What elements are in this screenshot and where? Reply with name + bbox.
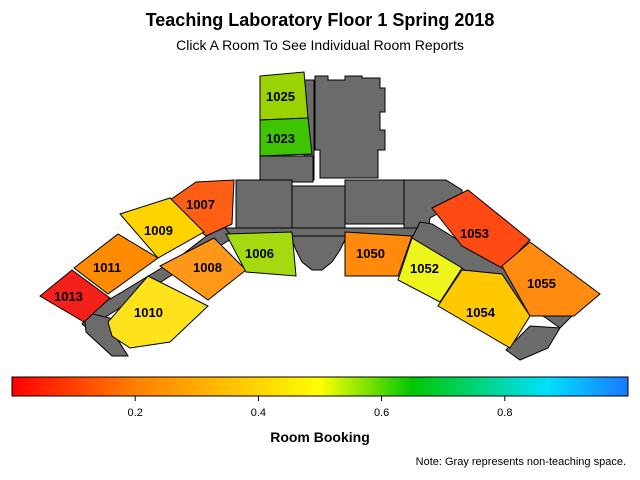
legend: 0.2 0.4 0.6 0.8 Room Booking [11, 376, 629, 445]
room-1011[interactable] [73, 233, 159, 295]
room-1055[interactable] [501, 241, 601, 317]
room-1009[interactable] [119, 197, 205, 259]
room-1023[interactable] [259, 117, 313, 157]
legend-tick-label: 0.6 [374, 407, 389, 419]
page-title: Teaching Laboratory Floor 1 Spring 2018 [145, 10, 495, 30]
room-1054[interactable] [437, 269, 531, 349]
room-1025[interactable] [259, 71, 309, 121]
legend-title: Room Booking [270, 429, 370, 445]
gray-space-left-block [235, 179, 293, 229]
room-1010[interactable] [107, 275, 209, 349]
gray-space-right-block [344, 179, 405, 225]
room-1013[interactable] [39, 269, 111, 323]
room-1050[interactable] [344, 231, 413, 277]
room-1052[interactable] [397, 237, 463, 303]
gray-space-north-c [259, 155, 314, 183]
page-subtitle: Click A Room To See Individual Room Repo… [176, 37, 464, 53]
teaching-rooms [39, 71, 601, 349]
legend-tick-label: 0.2 [128, 407, 143, 419]
room-1006[interactable] [225, 231, 297, 277]
legend-ticks: 0.2 0.4 0.6 0.8 [128, 396, 512, 419]
footnote: Note: Gray represents non-teaching space… [415, 456, 626, 468]
legend-tick-label: 0.4 [251, 407, 266, 419]
legend-color-bar [11, 376, 629, 397]
gray-space-left-end [83, 311, 129, 357]
gray-space-north-a [314, 75, 386, 179]
legend-tick-label: 0.8 [497, 407, 512, 419]
